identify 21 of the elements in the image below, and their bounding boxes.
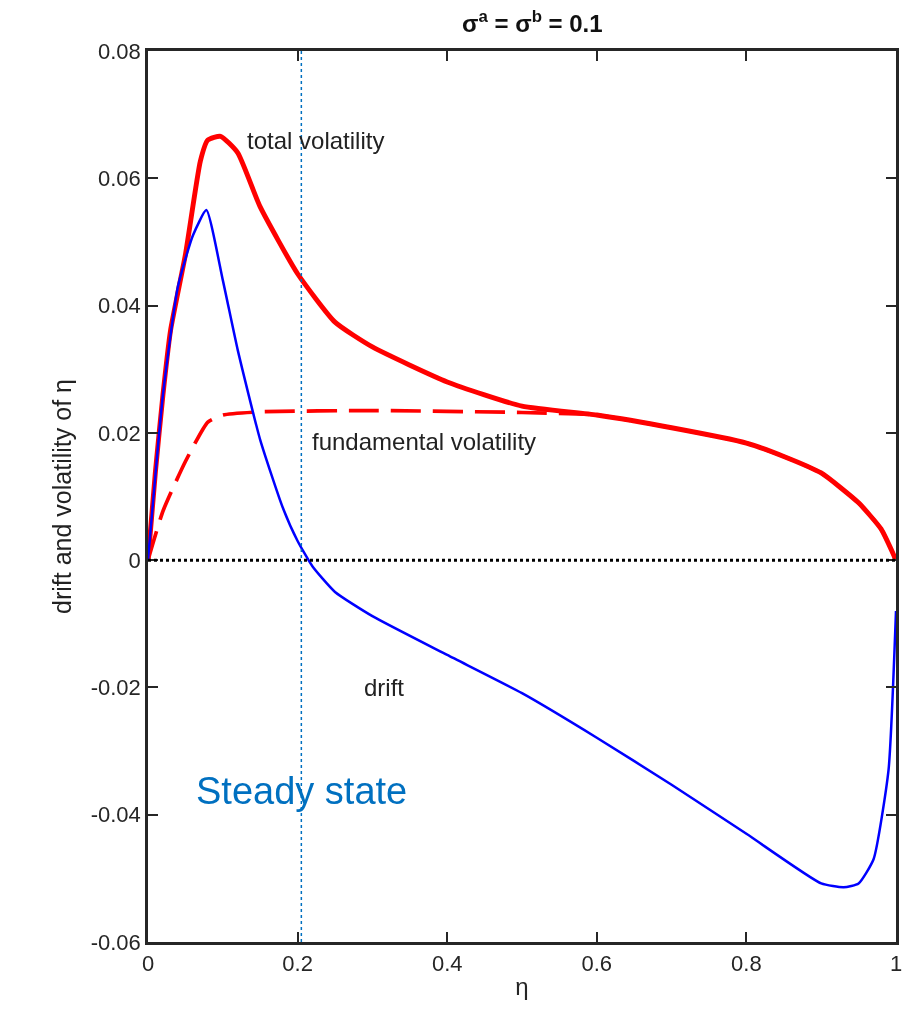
y-tick-label: 0.08 — [98, 38, 141, 64]
series-label: total volatility — [247, 127, 385, 154]
y-tick-label: 0.06 — [98, 165, 141, 191]
chart-title: σ$^{a}$ = σ$^{b}$ = 0.1 — [462, 7, 603, 38]
x-tick-label: 0.8 — [731, 951, 762, 977]
y-tick-label: 0.02 — [98, 420, 141, 446]
y-tick-label: 0 — [128, 547, 141, 573]
y-tick-label: 0.04 — [98, 293, 141, 319]
y-tick-label: -0.06 — [90, 929, 141, 955]
series-label: fundamental volatility — [312, 428, 537, 455]
x-tick-label: 0.4 — [431, 951, 463, 977]
y-axis-title: drift and volatility of η — [48, 379, 77, 614]
line-series — [148, 208, 896, 889]
series-label: drift — [364, 674, 405, 701]
y-tick-label: -0.04 — [90, 802, 141, 828]
x-tick-label: 0.2 — [282, 951, 313, 977]
ref-line-label: Steady state — [196, 770, 408, 812]
x-tick-label: 0.6 — [581, 951, 613, 977]
x-axis-title: η — [515, 973, 529, 1001]
y-tick-label: -0.02 — [90, 675, 141, 701]
x-tick-label: 1 — [889, 951, 903, 977]
